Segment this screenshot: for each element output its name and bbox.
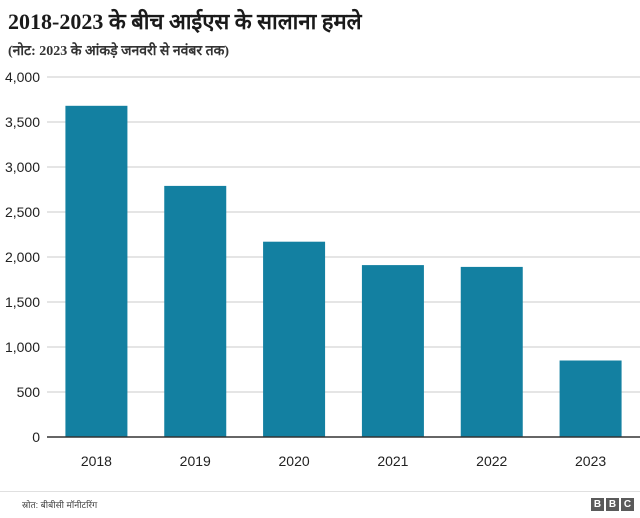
x-tick-label: 2023	[575, 453, 606, 469]
y-tick-label: 4,000	[5, 69, 40, 85]
y-tick-label: 1,000	[5, 339, 40, 355]
x-tick-label: 2020	[279, 453, 310, 469]
y-tick-label: 0	[32, 429, 40, 445]
chart-title: 2018-2023 के बीच आईएस के सालाना हमले	[8, 9, 362, 34]
y-tick-label: 500	[17, 384, 41, 400]
x-tick-label: 2022	[476, 453, 507, 469]
y-tick-label: 3,500	[5, 114, 40, 130]
bar-2020	[263, 241, 326, 437]
y-tick-label: 1,500	[5, 294, 40, 310]
bbc-logo: B B C	[591, 498, 634, 511]
bbc-logo-letter: B	[591, 498, 604, 511]
x-tick-labels: 2018 2019 2020 2021 2022 2023	[81, 453, 607, 469]
bar-2021	[361, 265, 424, 437]
x-tick-label: 2021	[377, 453, 408, 469]
source-note: स्रोत: बीबीसी मॉनीटरिंग	[22, 500, 98, 510]
chart-subtitle: (नोट: 2023 के आंकड़े जनवरी से नवंबर तक)	[8, 44, 230, 59]
footer-divider	[0, 491, 640, 492]
bar-2018	[65, 105, 128, 438]
bar-2019	[164, 185, 227, 437]
y-tick-labels: 0 500 1,000 1,500 2,000 2,500 3,000 3,500 4,000	[5, 69, 40, 445]
bar-2023	[559, 360, 622, 437]
bbc-logo-letter: C	[621, 498, 634, 511]
y-tick-label: 3,000	[5, 159, 40, 175]
x-tick-label: 2019	[180, 453, 211, 469]
bar-chart: 05001,0001,5002,0002,5003,0003,5004,000 …	[5, 69, 640, 469]
bbc-logo-letter: B	[606, 498, 619, 511]
bars	[65, 105, 622, 438]
x-tick-label: 2018	[81, 453, 112, 469]
bar-2022	[460, 266, 523, 437]
y-tick-label: 2,500	[5, 204, 40, 220]
gridlines	[47, 76, 640, 393]
y-tick-label: 2,000	[5, 249, 40, 265]
